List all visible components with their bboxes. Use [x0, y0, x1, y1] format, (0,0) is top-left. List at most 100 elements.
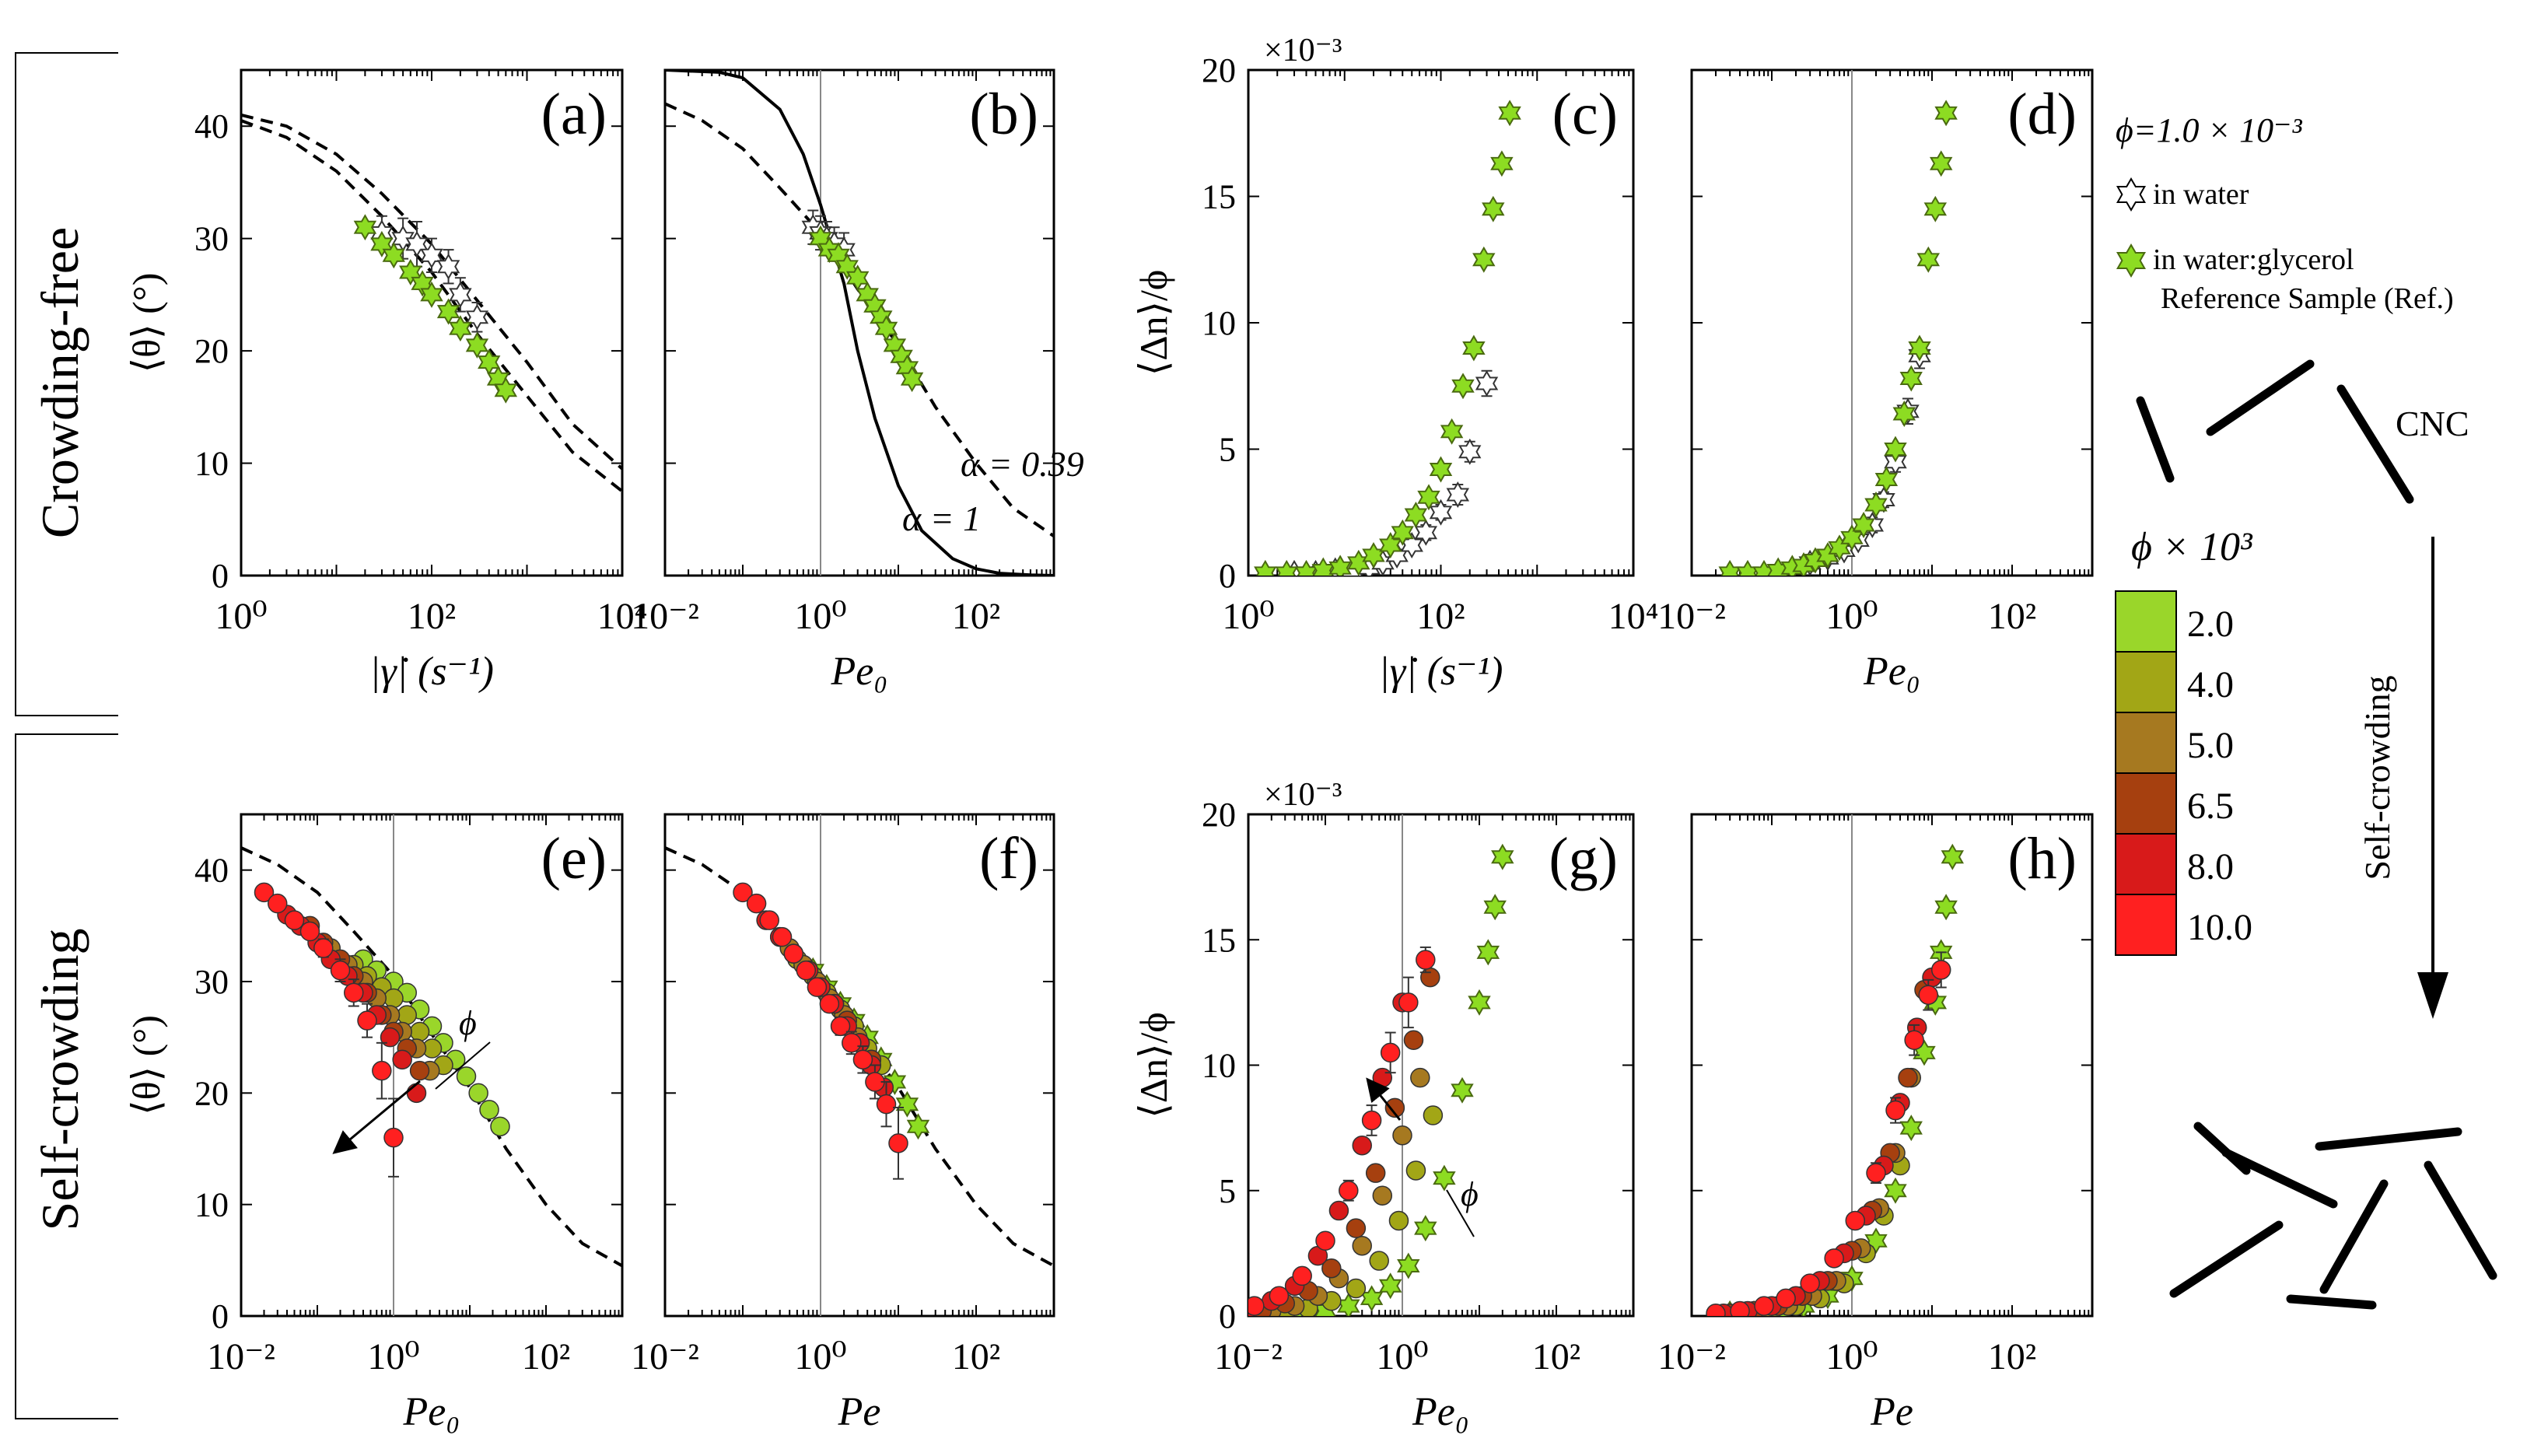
- data-point: [268, 893, 288, 914]
- x-tick-label: 10⁻²: [631, 1336, 699, 1377]
- data-point: [1292, 1265, 1312, 1286]
- x-ticks-c: [1248, 70, 1634, 576]
- colorbar-title: ϕ × 10³: [2131, 525, 2253, 569]
- data-point: [1254, 559, 1277, 576]
- panel-label: (d): [2007, 82, 2077, 147]
- data-point: [830, 1016, 851, 1037]
- x-tick-label: 10⁰: [1376, 1336, 1428, 1377]
- data-point: [906, 1113, 930, 1140]
- series-in-water-glycerol: [1718, 100, 1958, 576]
- y-axis-label: ⟨Δn⟩/ϕ: [1132, 1012, 1175, 1118]
- data-point: [397, 1005, 418, 1025]
- data-point: [807, 977, 828, 997]
- y-axis-label: ⟨θ⟩ (°): [124, 273, 168, 373]
- data-point: [1429, 456, 1453, 483]
- data-point: [1414, 1215, 1437, 1242]
- data-point: [783, 943, 804, 964]
- data-point: [1706, 1304, 1726, 1316]
- phi-arrow: [1366, 1077, 1402, 1121]
- x-tick-label: 10⁰: [794, 1336, 846, 1377]
- data-point: [383, 1127, 404, 1148]
- data-point: [1403, 1030, 1424, 1050]
- data-point: [1352, 1235, 1372, 1256]
- data-point: [420, 242, 443, 269]
- x-axis-label: Pe₀: [831, 649, 888, 694]
- annotation-alpha-0-39: α = 0.39: [961, 444, 1084, 484]
- data-point: [1491, 843, 1514, 870]
- panel-label: (c): [1552, 82, 1618, 147]
- data-point: [490, 1116, 510, 1137]
- data-point: [1446, 481, 1470, 508]
- panel-label: (f): [979, 826, 1038, 891]
- x-tick-label: 10⁻²: [631, 596, 699, 637]
- phi-arrow: [332, 1080, 421, 1154]
- data-point: [1498, 100, 1521, 127]
- data-point: [1730, 1300, 1750, 1316]
- data-point: [1433, 1164, 1456, 1192]
- data-point: [852, 1049, 873, 1070]
- data-point: [357, 1010, 377, 1031]
- data-point: [1482, 195, 1505, 222]
- series-10.0: [1248, 946, 1436, 1316]
- model-curve-model-b: [241, 113, 622, 471]
- data-point: [344, 982, 364, 1003]
- phi-label: ϕ: [1461, 1175, 1479, 1213]
- data-point: [1472, 246, 1496, 273]
- x-tick-label: 10²: [522, 1336, 570, 1377]
- x-tick-label: 10²: [1416, 596, 1465, 637]
- plot-area-c: [1254, 100, 1521, 576]
- data-point: [1941, 843, 1965, 870]
- panel-b: 10⁻² 10⁰ 10² Pe₀ (b) α = 0.39 α = 1: [631, 68, 1084, 694]
- panel-a: 10⁰ 10² 10⁴ 0 10 20 30 40 |γ̇| (s⁻¹) ⟨θ⟩ (°) (a): [124, 68, 648, 694]
- colorbar-swatch: [2115, 833, 2177, 895]
- x-axis-label: Pe₀: [1863, 649, 1920, 694]
- x-tick-label: 10²: [1988, 596, 2036, 637]
- y-ticks-f: [665, 869, 1054, 1317]
- series-10.0: [1706, 951, 1951, 1316]
- data-point: [1372, 1067, 1393, 1088]
- x-tick-label: 10⁴: [597, 596, 648, 637]
- data-point: [842, 1033, 862, 1053]
- phi-label: ϕ: [459, 1004, 477, 1042]
- axes-frame-b: [663, 68, 1055, 577]
- x-axis-label: Pe₀: [1412, 1390, 1469, 1434]
- data-point: [1346, 1218, 1367, 1238]
- data-point: [409, 1060, 430, 1081]
- y-ticks-e: [241, 869, 622, 1317]
- data-point: [1475, 370, 1499, 397]
- y-tick-label: 30: [194, 963, 229, 1001]
- data-point: [1934, 894, 1958, 921]
- data-point: [353, 214, 377, 241]
- self-crowding-arrow: [2417, 537, 2448, 1019]
- x-tick-label: 10⁻²: [207, 1336, 275, 1377]
- data-point: [1269, 1286, 1290, 1306]
- data-point: [1476, 939, 1500, 966]
- x-ticks-a: [240, 70, 623, 576]
- row-bracket-self-crowding: [15, 733, 118, 1419]
- data-point: [1736, 559, 1759, 576]
- y-tick-label: 40: [194, 107, 229, 145]
- data-point: [1397, 1252, 1420, 1279]
- data-point: [1346, 1278, 1367, 1299]
- data-point: [819, 993, 840, 1014]
- x-axis-label: |γ̇| (s⁻¹): [1379, 649, 1503, 694]
- data-point: [1929, 150, 1953, 177]
- row-label-crowding-free: Crowding-free: [30, 227, 89, 538]
- data-point: [1490, 150, 1514, 177]
- x-tick-label: 10⁰: [1222, 596, 1274, 637]
- data-point: [313, 938, 334, 958]
- y-tick-label: 0: [1219, 557, 1236, 595]
- y-tick-label: 20: [1202, 51, 1236, 89]
- row-bracket-crowding-free: [15, 52, 118, 716]
- x-axis-label: |γ̇| (s⁻¹): [369, 649, 494, 694]
- legend-open-star-marker: [2116, 177, 2147, 212]
- data-point: [1462, 334, 1486, 362]
- data-point: [299, 921, 320, 942]
- data-point: [1884, 436, 1907, 463]
- data-point: [1410, 1067, 1430, 1088]
- data-point: [1468, 989, 1491, 1016]
- data-point: [888, 1133, 908, 1153]
- data-point: [1420, 967, 1440, 988]
- x-tick-label: 10⁻²: [1214, 1336, 1283, 1377]
- x-tick-label: 10⁰: [367, 1336, 419, 1377]
